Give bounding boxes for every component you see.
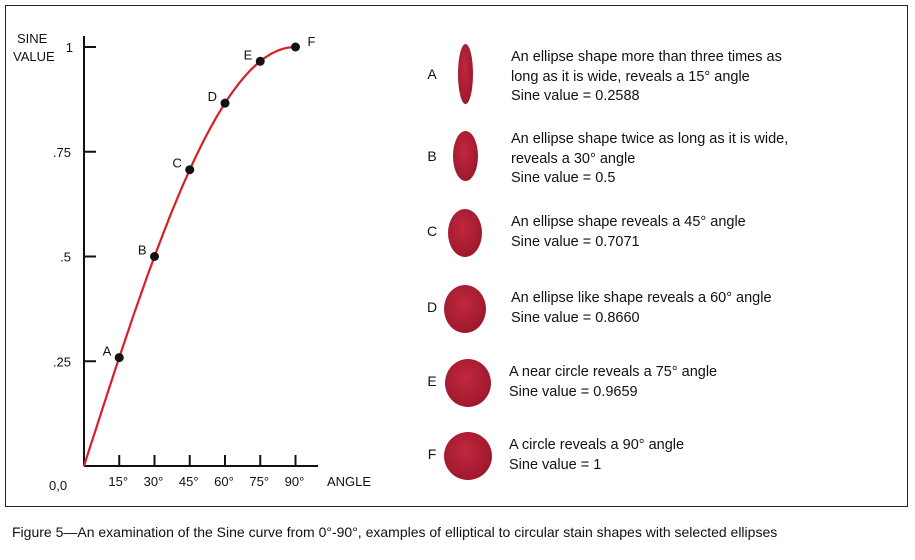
description-line: An ellipse shape more than three times a… xyxy=(511,49,782,65)
origin-label: 0,0 xyxy=(49,478,67,493)
description-line: Sine value = 0.5 xyxy=(511,170,616,186)
point-label: B xyxy=(138,243,147,258)
description-line: An ellipse like shape reveals a 60° angl… xyxy=(511,290,772,306)
example-letter: B xyxy=(427,148,437,164)
example-row-b: B An ellipse shape twice as long as it is… xyxy=(0,126,910,186)
description-line: reveals a 30° angle xyxy=(511,150,636,167)
data-point-a xyxy=(114,353,124,363)
example-description: An ellipse shape reveals a 45° angle Sine… xyxy=(511,213,746,252)
y-tick-label: .5 xyxy=(60,250,71,265)
example-description: An ellipse shape twice as long as it is … xyxy=(511,130,788,189)
example-description: An ellipse like shape reveals a 60° angl… xyxy=(511,289,772,328)
stain-ellipse-c xyxy=(448,209,482,257)
example-letter: A xyxy=(427,66,437,82)
description-line: Sine value = 0.9659 xyxy=(509,383,638,400)
example-row-e: E A near circle reveals a 75° angle Sine v… xyxy=(0,355,910,415)
x-axis-label: ANGLE xyxy=(327,474,371,489)
x-tick-label: 15° xyxy=(108,474,128,489)
example-row-f: F A circle reveals a 90° angle Sine value … xyxy=(0,428,910,488)
data-point-b xyxy=(150,252,159,261)
example-description: A near circle reveals a 75° angle Sine va… xyxy=(509,363,717,402)
description-line: Sine value = 0.2588 xyxy=(511,88,640,104)
y-axis-label-line2: VALUE xyxy=(13,49,55,64)
figure-frame xyxy=(5,5,908,507)
description-line: Sine value = 0.7071 xyxy=(511,233,640,250)
point-label: A xyxy=(103,344,112,359)
y-tick-label: .75 xyxy=(53,145,71,160)
x-tick-label: 45° xyxy=(179,474,199,489)
example-letter: C xyxy=(426,223,438,239)
figure-caption: Figure 5—An examination of the Sine curv… xyxy=(12,524,778,540)
point-label: F xyxy=(308,34,316,49)
description-line: Sine value = 1 xyxy=(509,456,602,473)
sine-chart: SINE VALUE ANGLE 0,0 .25 .5 .75 1 15° 30° 45° 6… xyxy=(13,31,371,493)
x-tick-label: 90° xyxy=(285,474,305,489)
data-point-e xyxy=(255,56,265,66)
stain-ellipse-d xyxy=(444,285,486,333)
point-label: E xyxy=(244,47,253,62)
y-axis-label-line1: SINE xyxy=(17,31,48,46)
example-row-a: A An ellipse shape more than three times … xyxy=(0,44,910,104)
stain-ellipse-e xyxy=(445,359,491,407)
data-point-d xyxy=(220,98,230,108)
y-tick-label: 1 xyxy=(66,40,73,55)
example-description: An ellipse shape more than three times a… xyxy=(511,48,782,107)
example-letter: D xyxy=(426,299,438,315)
description-line: An ellipse shape reveals a 45° angle xyxy=(511,214,746,230)
x-tick-label: 60° xyxy=(214,474,234,489)
y-tick-label: .25 xyxy=(53,354,71,369)
point-label: C xyxy=(172,156,181,171)
example-letter: F xyxy=(427,446,437,462)
description-line: long as it is wide, reveals a 15° angle xyxy=(511,68,750,85)
description-line: Sine value = 0.8660 xyxy=(511,309,640,326)
stain-ellipse-b xyxy=(452,131,478,181)
x-tick-label: 75° xyxy=(249,474,269,489)
example-row-c: C An ellipse shape reveals a 45° angle Sin… xyxy=(0,205,910,265)
data-point-f xyxy=(291,42,300,52)
description-line: A near circle reveals a 75° angle xyxy=(509,364,718,380)
description-line: A circle reveals a 90° angle xyxy=(509,437,685,453)
x-tick-label: 30° xyxy=(144,474,164,489)
description-line: An ellipse shape twice as long as it is … xyxy=(511,131,789,147)
stain-ellipse-f xyxy=(444,432,492,480)
example-description: A circle reveals a 90° angle Sine value =… xyxy=(509,436,684,475)
data-point-c xyxy=(185,165,195,175)
example-row-d: D An ellipse like shape reveals a 60° ang… xyxy=(0,281,910,341)
example-letter: E xyxy=(427,373,437,389)
point-label: D xyxy=(208,89,217,104)
stain-ellipse-a xyxy=(457,44,473,104)
